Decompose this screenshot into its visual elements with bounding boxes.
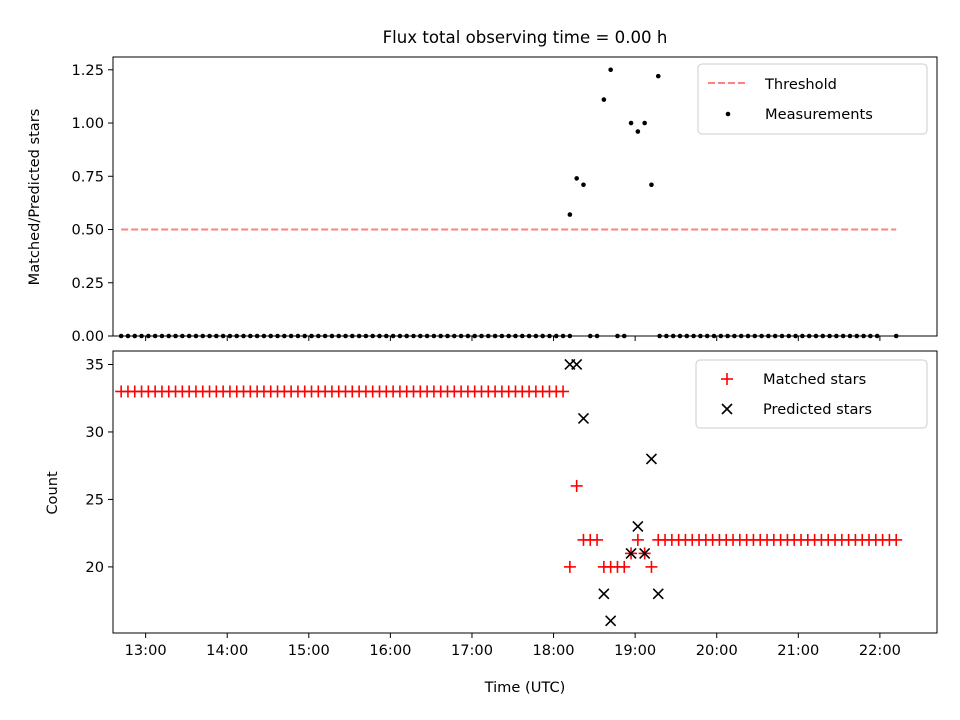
legend-matched-label: Matched stars xyxy=(763,371,866,388)
top-x-ticks xyxy=(145,336,881,341)
predicted-star-point xyxy=(625,547,637,559)
top-y-tick-label: 1.25 xyxy=(72,62,105,79)
measurement-point xyxy=(581,182,586,188)
matched-star-point xyxy=(591,533,604,546)
measurement-point xyxy=(601,97,607,102)
matched-star-point xyxy=(631,533,644,546)
bottom-x-tick-label: 21:00 xyxy=(777,642,819,659)
top-panel: 0.00 0.25 0.50 0.75 1.00 1.25 Matched/Predict… xyxy=(26,56,938,345)
bottom-y-tick-label: 20 xyxy=(85,559,104,576)
predicted-star-point xyxy=(632,520,644,532)
bottom-legend-box xyxy=(695,359,928,429)
matched-star-point xyxy=(570,479,583,492)
bottom-x-tick-label: 17:00 xyxy=(451,642,493,659)
bottom-y-ticks: 20 25 30 35 xyxy=(85,356,113,576)
bottom-axes-frame xyxy=(112,350,938,634)
top-y-tick-label: 0.00 xyxy=(72,328,105,345)
matched-star-point xyxy=(652,533,665,546)
measurement-point xyxy=(642,120,647,126)
bottom-x-tick-label: 19:00 xyxy=(614,642,656,659)
matched-star-point xyxy=(563,560,576,573)
bottom-y-tick-label: 35 xyxy=(85,356,104,373)
measurement-point xyxy=(628,120,634,126)
bottom-x-tick-label: 16:00 xyxy=(369,642,411,659)
legend-measurements-label: Measurements xyxy=(765,106,873,123)
top-y-axis-label: Matched/Predicted stars xyxy=(26,109,43,286)
bottom-y-axis-label: Count xyxy=(44,471,61,515)
predicted-star-point xyxy=(639,547,651,559)
bottom-x-tick-label: 22:00 xyxy=(859,642,901,659)
bottom-x-axis-label: Time (UTC) xyxy=(484,679,566,696)
measurement-point xyxy=(649,182,654,188)
legend-predicted-label: Predicted stars xyxy=(763,401,872,418)
top-y-tick-label: 0.25 xyxy=(72,275,105,292)
legend-matched-swatch xyxy=(721,373,733,385)
bottom-x-tick-label: 20:00 xyxy=(696,642,738,659)
measurement-point xyxy=(574,176,579,181)
bottom-y-tick-label: 25 xyxy=(85,491,104,508)
matched-star-point xyxy=(645,560,658,573)
chart-title: Flux total observing time = 0.00 h xyxy=(383,28,668,47)
measurement-point xyxy=(608,67,613,73)
bottom-x-tick-label: 15:00 xyxy=(288,642,330,659)
bottom-x-tick-label: 13:00 xyxy=(125,642,167,659)
predicted-star-point xyxy=(652,588,664,600)
bottom-legend: Matched stars Predicted stars xyxy=(695,359,928,429)
measurement-point xyxy=(567,212,573,217)
measurement-point xyxy=(635,129,641,134)
legend-measurements-swatch xyxy=(725,111,731,117)
predicted-star-point xyxy=(598,588,610,600)
top-legend: Threshold Measurements xyxy=(697,63,928,135)
measurement-point xyxy=(655,73,661,79)
bottom-data-layer xyxy=(115,358,903,627)
matched-star-point xyxy=(618,560,631,573)
bottom-y-tick-label: 30 xyxy=(85,424,104,441)
predicted-star-point xyxy=(645,453,658,465)
bottom-x-tick-label: 14:00 xyxy=(206,642,248,659)
bottom-x-ticks: 13:00 14:00 15:00 16:00 17:00 18:00 19:00 20:00… xyxy=(125,633,901,659)
bottom-x-tick-label: 18:00 xyxy=(533,642,575,659)
top-y-tick-label: 0.50 xyxy=(72,222,105,239)
top-y-ticks: 0.00 0.25 0.50 0.75 1.00 1.25 xyxy=(72,62,113,345)
matched-star-point xyxy=(557,385,570,398)
top-y-tick-label: 0.75 xyxy=(72,168,105,185)
predicted-star-point xyxy=(605,615,617,627)
predicted-star-point xyxy=(571,358,583,371)
top-axes-frame xyxy=(112,56,938,337)
top-y-tick-label: 1.00 xyxy=(72,115,105,132)
legend-threshold-label: Threshold xyxy=(764,76,837,93)
top-legend-box xyxy=(697,63,928,135)
legend-predicted-swatch xyxy=(721,403,733,415)
matched-star-point xyxy=(890,533,903,546)
predicted-star-point xyxy=(577,412,590,425)
